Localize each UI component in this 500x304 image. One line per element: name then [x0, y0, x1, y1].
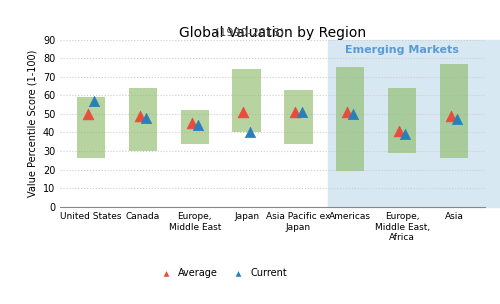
- Bar: [284, 90, 312, 143]
- Y-axis label: Value Percentile Score (1-100): Value Percentile Score (1-100): [27, 50, 37, 197]
- Bar: [388, 88, 416, 153]
- Point: [447, 113, 455, 118]
- Bar: [180, 110, 209, 143]
- Point: [292, 109, 300, 114]
- Title: Global Valuation by Region: Global Valuation by Region: [179, 26, 366, 40]
- Point: [395, 128, 403, 133]
- Point: [90, 98, 98, 103]
- Bar: [440, 64, 468, 158]
- Bar: [128, 88, 157, 151]
- Bar: [336, 67, 364, 171]
- Point: [194, 123, 202, 127]
- Point: [142, 115, 150, 120]
- FancyBboxPatch shape: [328, 40, 500, 207]
- Point: [350, 111, 358, 116]
- Point: [298, 109, 306, 114]
- Point: [188, 121, 196, 126]
- Point: [136, 113, 144, 118]
- Text: (1990-2018): (1990-2018): [216, 27, 284, 37]
- Legend: Average, Current: Average, Current: [152, 264, 291, 282]
- Point: [246, 130, 254, 135]
- Bar: [232, 69, 261, 133]
- Point: [401, 132, 409, 137]
- Point: [84, 111, 92, 116]
- Point: [453, 117, 461, 122]
- Bar: [77, 97, 106, 158]
- Text: Emerging Markets: Emerging Markets: [345, 45, 459, 55]
- Point: [240, 109, 248, 114]
- Point: [343, 109, 351, 114]
